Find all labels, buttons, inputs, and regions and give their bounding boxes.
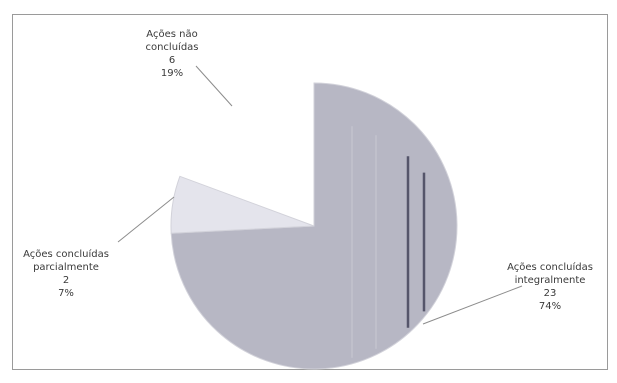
slice-label-text: Ações concluídas: [23, 248, 109, 260]
slice-percent: 19%: [161, 68, 183, 79]
slice-label-text: parcialmente: [33, 262, 99, 273]
slice-value: 23: [544, 288, 557, 299]
pie-slice-2: [170, 175, 315, 234]
pie-slices: [157, 50, 458, 370]
leader-lines: [117, 65, 523, 325]
slice-label-text: integralmente: [515, 275, 586, 286]
slice-labels: Ações concluídas integralmente 23 74%Ações …: [23, 29, 593, 312]
pie-slice-3: [157, 50, 292, 194]
slice-texture-lines: [351, 126, 426, 358]
slice-label-text: Ações concluídas: [507, 261, 593, 273]
slice-label-text: Ações não: [146, 29, 197, 40]
leader-line-1: [422, 285, 523, 325]
slice-label-text: concluídas: [145, 41, 198, 53]
leader-line-2: [117, 196, 175, 243]
slice-label-1: Ações concluídas integralmente 23 74%: [507, 261, 593, 312]
slice-value: 6: [169, 55, 175, 66]
slice-percent: 7%: [58, 288, 74, 299]
slice-percent: 74%: [539, 301, 561, 312]
slice-label-3: Ações não concluídas 6 19%: [145, 29, 198, 79]
slice-label-2: Ações concluídas parcialmente 2 7%: [23, 248, 109, 299]
leader-line-3: [195, 65, 233, 107]
slice-value: 2: [63, 275, 69, 286]
